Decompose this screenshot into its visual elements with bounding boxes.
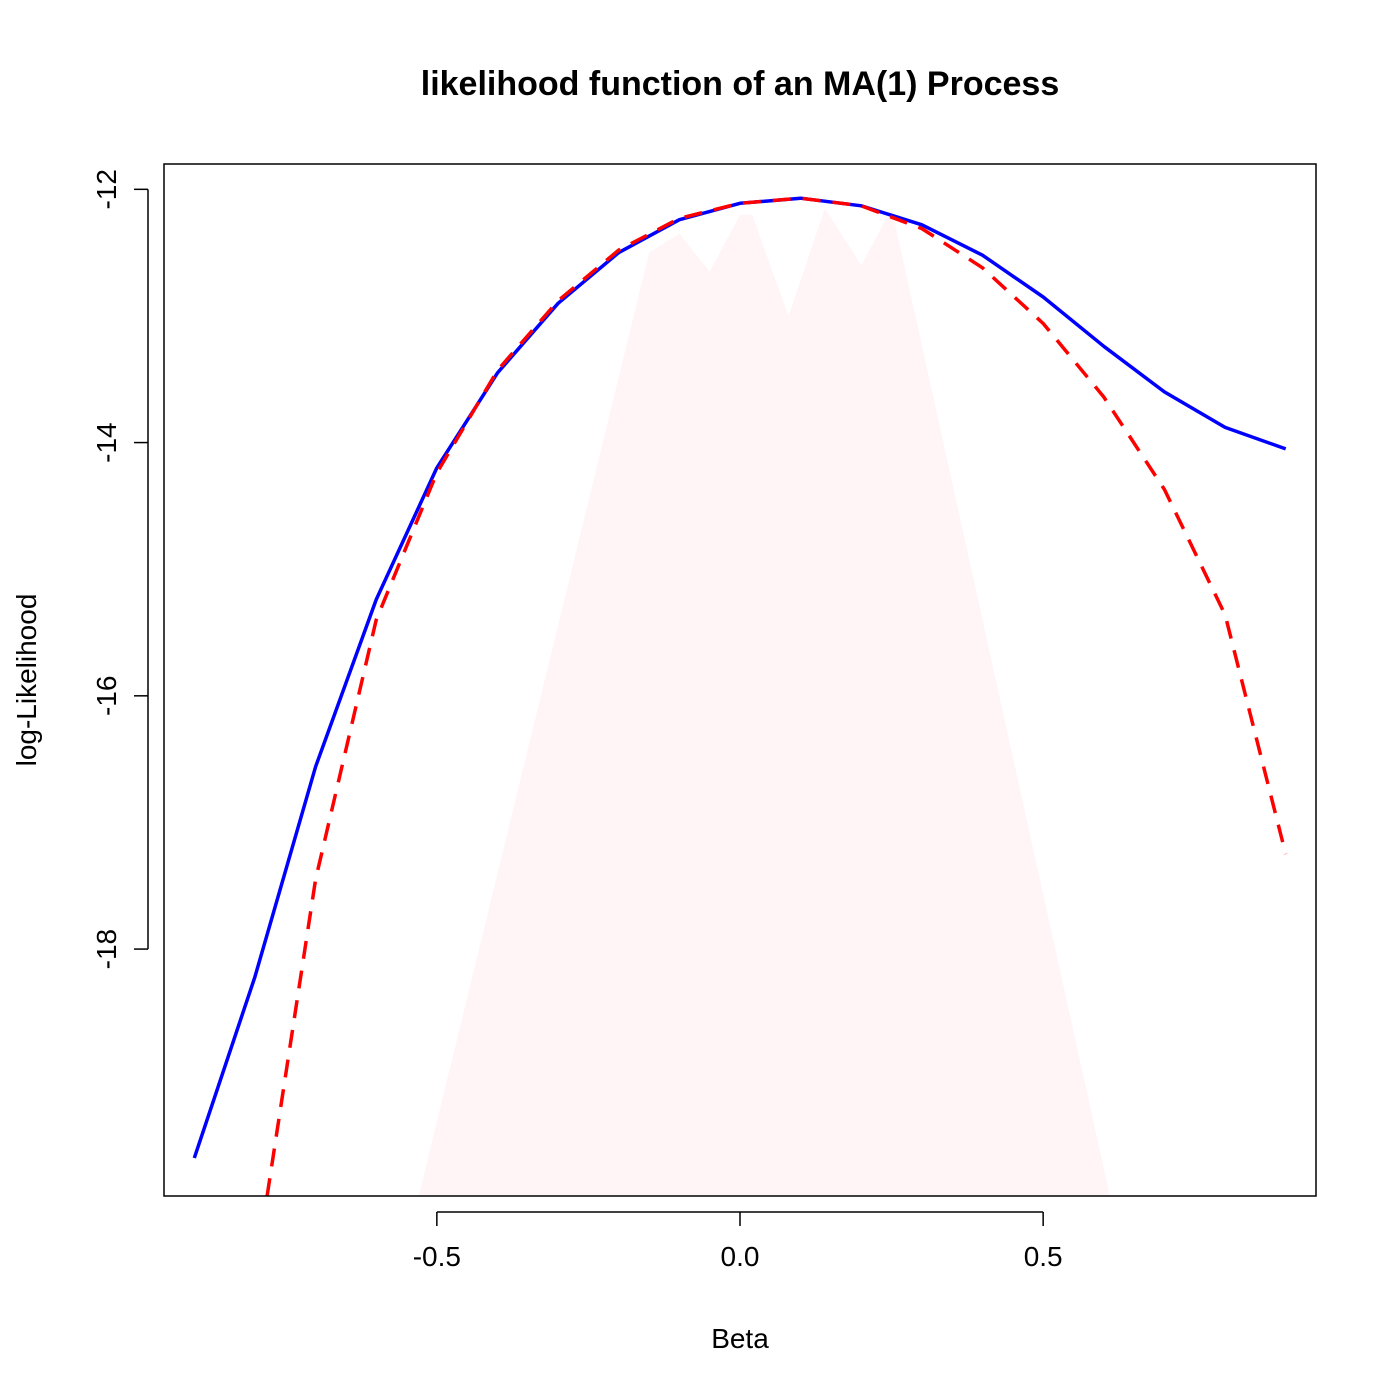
x-axis-label: Beta — [711, 1323, 769, 1354]
y-tick-label: -16 — [91, 676, 122, 716]
series-line-1 — [192, 196, 1287, 1159]
shaded-region-layer — [418, 208, 1110, 1197]
x-tick-label: -0.5 — [413, 1241, 461, 1272]
shaded-region — [418, 208, 1110, 1197]
series-layer — [192, 196, 1288, 1197]
x-tick-label: 0.0 — [721, 1241, 760, 1272]
y-axis: -18 -16 -14 -12 — [91, 169, 149, 969]
series-line-2 — [265, 196, 1288, 1197]
x-axis: -0.5 0.0 0.5 — [413, 1211, 1063, 1272]
y-tick-label: -18 — [91, 929, 122, 969]
plot-frame — [163, 163, 1317, 1197]
x-tick-label: 0.5 — [1024, 1241, 1063, 1272]
chart-title: likelihood function of an MA(1) Process — [421, 65, 1060, 103]
y-tick-label: -14 — [91, 422, 122, 462]
y-axis-label: log-Likelihood — [11, 594, 42, 767]
y-tick-label: -12 — [91, 169, 122, 209]
